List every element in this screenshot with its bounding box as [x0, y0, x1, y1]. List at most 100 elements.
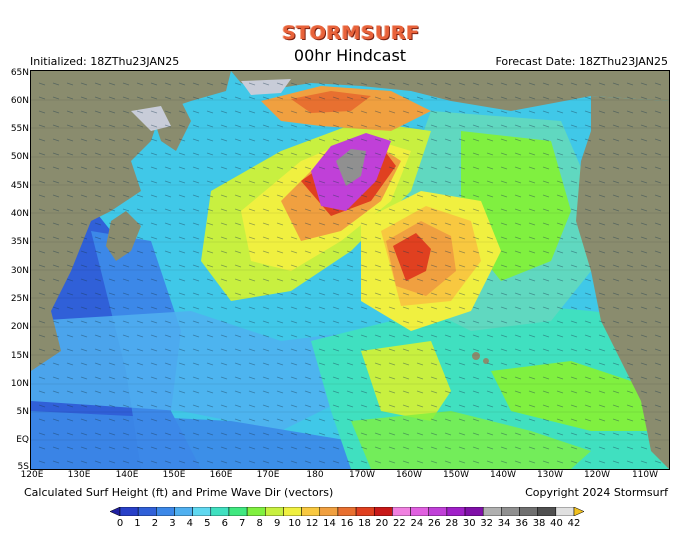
wave-vector [556, 320, 564, 324]
wave-vector [570, 334, 578, 338]
wave-vector [52, 222, 60, 226]
wave-vector [220, 348, 228, 352]
wave-vector [360, 138, 368, 142]
wave-vector [136, 334, 144, 338]
wave-vector [262, 334, 270, 338]
wave-vector [136, 306, 144, 310]
wave-vector [94, 362, 102, 366]
wave-vector [640, 432, 648, 436]
wave-vector [514, 82, 522, 86]
wave-vector [150, 124, 158, 128]
wave-vector [318, 166, 326, 170]
wave-vector [388, 222, 396, 226]
colorbar-swatch [392, 507, 411, 516]
wave-vector [402, 376, 410, 380]
wave-vector [640, 264, 648, 268]
wave-vector [542, 320, 550, 324]
wave-vector [346, 376, 354, 380]
wave-vector [472, 278, 480, 282]
wave-vector [556, 306, 564, 310]
wave-vector [178, 292, 186, 296]
wave-vector [556, 166, 564, 170]
wave-vector [318, 418, 326, 422]
wave-vector [500, 418, 508, 422]
wave-vector [318, 432, 326, 436]
wave-vector [416, 208, 424, 212]
wave-vector [584, 194, 592, 198]
wave-vector [80, 334, 88, 338]
wave-vector [472, 432, 480, 436]
wave-vector [500, 166, 508, 170]
wave-vector [304, 208, 312, 212]
wave-vector [430, 138, 438, 142]
wave-vector [360, 96, 368, 100]
wave-vector [374, 124, 382, 128]
wave-vector [528, 460, 536, 464]
wave-vector [262, 166, 270, 170]
wave-vector [458, 264, 466, 268]
page-title: 00hr Hindcast [293, 46, 407, 65]
wave-vector [514, 166, 522, 170]
wave-vector [360, 320, 368, 324]
wave-vector [136, 432, 144, 436]
wave-vectors [38, 82, 662, 464]
wave-vector [458, 82, 466, 86]
wave-vector [220, 362, 228, 366]
wave-vector [374, 418, 382, 422]
wave-vector [640, 306, 648, 310]
wave-vector [458, 236, 466, 240]
wave-vector [332, 152, 340, 156]
wave-vector [570, 208, 578, 212]
wave-vector [304, 124, 312, 128]
wave-vector [108, 208, 116, 212]
wave-vector [360, 208, 368, 212]
wave-vector [220, 460, 228, 464]
wave-vector [486, 278, 494, 282]
wave-vector [612, 152, 620, 156]
wave-vector [192, 250, 200, 254]
wave-vector [220, 138, 228, 142]
wave-vector [472, 96, 480, 100]
wave-vector [150, 180, 158, 184]
wave-vector [52, 124, 60, 128]
wave-vector [542, 432, 550, 436]
wave-vector [626, 292, 634, 296]
wave-vector [444, 264, 452, 268]
wave-vector [206, 96, 214, 100]
wave-vector [94, 96, 102, 100]
wave-vector [38, 460, 46, 464]
wave-vector [206, 110, 214, 114]
wave-vector [458, 166, 466, 170]
wave-vector [640, 222, 648, 226]
wave-vector [458, 250, 466, 254]
wave-vector [388, 152, 396, 156]
wave-vector [80, 236, 88, 240]
wave-vector [318, 138, 326, 142]
wave-vector [486, 96, 494, 100]
wave-vector [290, 334, 298, 338]
wave-vector [38, 138, 46, 142]
wave-vector [290, 96, 298, 100]
wave-vector [626, 138, 634, 142]
wave-vector [108, 404, 116, 408]
wave-vector [52, 250, 60, 254]
wave-vector [542, 96, 550, 100]
wave-vector [52, 362, 60, 366]
wave-vector [234, 306, 242, 310]
wave-vector [164, 278, 172, 282]
wave-vector [192, 82, 200, 86]
wave-vector [290, 180, 298, 184]
wave-vector [472, 166, 480, 170]
wave-vector [514, 110, 522, 114]
wave-vector [514, 362, 522, 366]
wave-vector [262, 390, 270, 394]
wave-vector [178, 376, 186, 380]
wave-vector [150, 152, 158, 156]
wave-vector [248, 404, 256, 408]
wave-vector [416, 306, 424, 310]
wave-vector [388, 236, 396, 240]
wave-vector [430, 278, 438, 282]
wave-vector [122, 460, 130, 464]
wave-vector [430, 348, 438, 352]
wave-vector [122, 194, 130, 198]
